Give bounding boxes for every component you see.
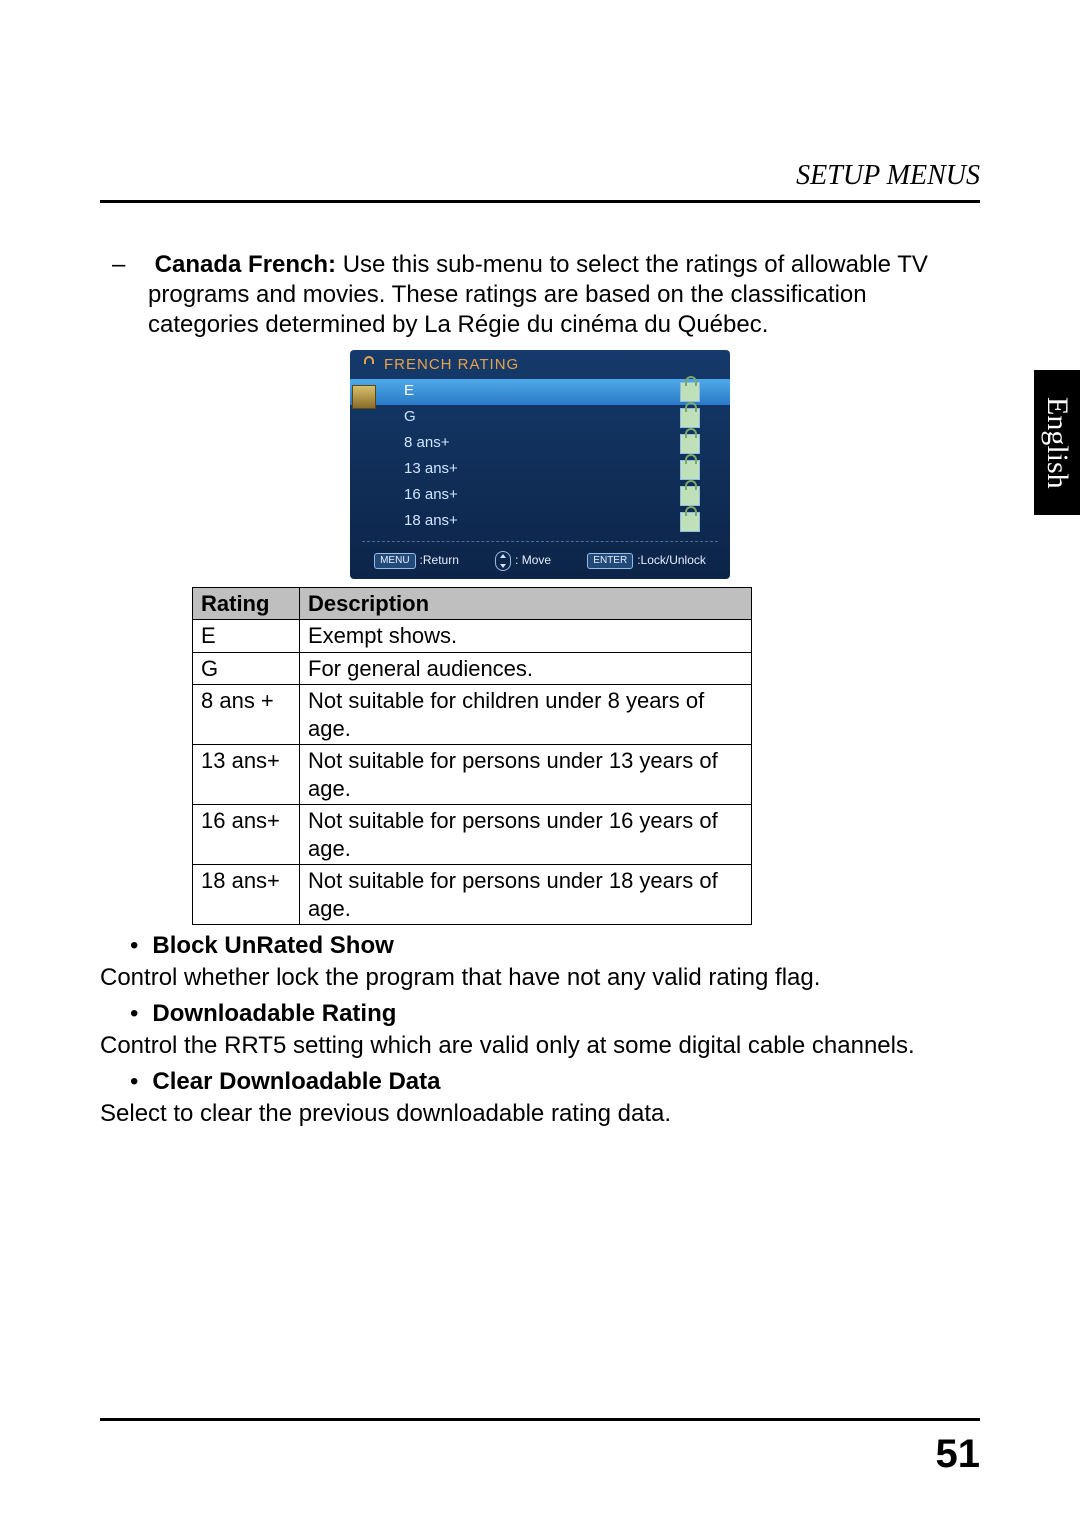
rating-cell: G: [193, 652, 300, 685]
description-cell: Not suitable for persons under 18 years …: [300, 865, 752, 925]
footer-return: MENU :Return: [374, 553, 459, 570]
screenshot-row: 13 ans+: [350, 457, 730, 483]
description-cell: Not suitable for children under 8 years …: [300, 685, 752, 745]
bullet-list: Block UnRated ShowControl whether lock t…: [100, 931, 980, 1129]
lock-icon: [680, 486, 700, 506]
table-row: 16 ans+Not suitable for persons under 16…: [193, 805, 752, 865]
language-side-tab: English: [1034, 370, 1080, 515]
page: SETUP MENUS English – Canada French: Use…: [0, 0, 1080, 1529]
bullet-title: Downloadable Rating: [130, 999, 980, 1029]
screenshot-row-label: 16 ans+: [404, 486, 680, 505]
description-cell: Exempt shows.: [300, 620, 752, 653]
screenshot-footer: MENU :Return : Move ENTER :Lock/Unlock: [350, 547, 730, 579]
return-label: :Return: [420, 553, 459, 568]
screenshot-title: FRENCH RATING: [384, 356, 519, 375]
description-cell: Not suitable for persons under 16 years …: [300, 805, 752, 865]
description-cell: For general audiences.: [300, 652, 752, 685]
lock-icon: [680, 434, 700, 454]
table-row: EExempt shows.: [193, 620, 752, 653]
screenshot-row: 8 ans+: [350, 431, 730, 457]
enter-chip: ENTER: [587, 553, 633, 570]
bullet-title: Block UnRated Show: [130, 931, 980, 961]
table-row: GFor general audiences.: [193, 652, 752, 685]
screenshot-row: 16 ans+: [350, 483, 730, 509]
lock-icon: [680, 460, 700, 480]
rating-table-body: EExempt shows.GFor general audiences.8 a…: [193, 620, 752, 925]
french-rating-screenshot: FRENCH RATING EG 8 ans+ 13 ans+ 16 ans+ 18 a…: [350, 350, 730, 579]
screenshot-row-label: 8 ans+: [404, 434, 680, 453]
rating-table: Rating Description EExempt shows.GFor ge…: [192, 587, 752, 926]
section-header: SETUP MENUS: [796, 160, 980, 192]
menu-chip: MENU: [374, 553, 415, 570]
move-label: : Move: [515, 553, 551, 568]
rating-table-head: Rating Description: [193, 587, 752, 620]
rating-cell: 8 ans +: [193, 685, 300, 745]
table-row: 13 ans+Not suitable for persons under 13…: [193, 745, 752, 805]
rule-top: [100, 200, 980, 203]
screenshot-rows: EG 8 ans+ 13 ans+ 16 ans+ 18 ans+: [350, 379, 730, 535]
screenshot-row: G: [350, 405, 730, 431]
screenshot-header: FRENCH RATING: [350, 350, 730, 379]
lock-label: :Lock/Unlock: [637, 553, 706, 568]
page-body: – Canada French: Use this sub-menu to se…: [100, 250, 980, 1135]
bullet-text: Control whether lock the program that ha…: [100, 963, 980, 993]
rating-col-header-0: Rating: [193, 587, 300, 620]
screenshot-row: E: [350, 379, 730, 405]
rule-bottom: [100, 1418, 980, 1421]
lock-icon: [680, 382, 700, 402]
screenshot-row-label: E: [404, 382, 680, 401]
header-cube-icon: [352, 385, 376, 409]
lock-icon: [680, 512, 700, 532]
description-cell: Not suitable for persons under 13 years …: [300, 745, 752, 805]
screenshot-row: 18 ans+: [350, 509, 730, 535]
rating-cell: E: [193, 620, 300, 653]
bullet-text: Select to clear the previous downloadabl…: [100, 1099, 980, 1129]
rating-col-header-1: Description: [300, 587, 752, 620]
screenshot-row-label: G: [404, 408, 680, 427]
footer-move: : Move: [495, 551, 551, 571]
footer-lock: ENTER :Lock/Unlock: [587, 553, 706, 570]
lock-icon: [360, 356, 378, 374]
rating-cell: 16 ans+: [193, 805, 300, 865]
page-number: 51: [936, 1432, 981, 1477]
intro-bold: Canada French:: [155, 251, 336, 278]
screenshot-row-label: 18 ans+: [404, 512, 680, 531]
intro-paragraph: – Canada French: Use this sub-menu to se…: [130, 250, 980, 340]
rating-cell: 18 ans+: [193, 865, 300, 925]
nav-icon: [495, 551, 511, 571]
screenshot-divider: [362, 541, 718, 543]
lock-icon: [680, 408, 700, 428]
screenshot-row-label: 13 ans+: [404, 460, 680, 479]
table-row: 18 ans+Not suitable for persons under 18…: [193, 865, 752, 925]
bullet-text: Control the RRT5 setting which are valid…: [100, 1031, 980, 1061]
table-row: 8 ans +Not suitable for children under 8…: [193, 685, 752, 745]
bullet-title: Clear Downloadable Data: [130, 1067, 980, 1097]
rating-cell: 13 ans+: [193, 745, 300, 805]
